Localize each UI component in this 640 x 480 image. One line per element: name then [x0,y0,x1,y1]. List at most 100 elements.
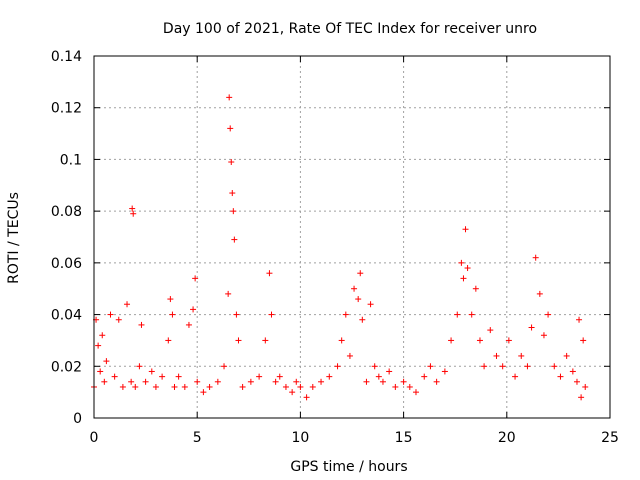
data-point-marker [185,321,192,328]
data-point-marker [476,337,483,344]
y-tick-label: 0.02 [51,359,82,375]
data-point-marker [229,190,236,197]
data-point-marker [400,378,407,385]
data-point-marker [266,270,273,277]
data-point-marker [124,301,131,308]
x-tick-label: 0 [90,430,99,446]
data-point-marker [326,373,333,380]
x-tick-label: 10 [291,430,309,446]
data-point-marker [580,337,587,344]
data-point-marker [111,373,118,380]
data-point-marker [129,205,136,212]
data-point-marker [386,368,393,375]
data-point-marker [297,383,304,390]
data-point-marker [95,342,102,349]
data-point-marker [462,226,469,233]
data-point-marker [427,363,434,370]
data-point-marker [171,383,178,390]
data-point-marker [107,311,114,318]
x-tick-label: 15 [395,430,413,446]
data-point-marker [499,363,506,370]
data-point-marker [230,208,237,215]
data-point-marker [132,383,139,390]
data-point-marker [375,373,382,380]
data-point-marker [227,125,234,132]
data-point-marker [460,275,467,282]
data-point-marker [524,363,531,370]
data-point-marker [582,383,589,390]
data-point-marker [557,373,564,380]
data-point-marker [569,368,576,375]
data-point-marker [512,373,519,380]
data-point-marker [181,383,188,390]
data-point-marker [551,363,558,370]
data-point-marker [448,337,455,344]
data-point-marker [148,368,155,375]
data-point-marker [194,378,201,385]
data-point-marker [342,311,349,318]
data-point-marker [481,363,488,370]
data-point-marker [226,94,233,101]
data-point-marker [200,389,207,396]
x-tick-label: 5 [193,430,202,446]
data-point-marker [318,378,325,385]
data-point-marker [563,352,570,359]
chart-title: Day 100 of 2021, Rate Of TEC Index for r… [163,21,537,37]
data-point-marker [228,159,235,166]
data-point-marker [136,363,143,370]
data-point-marker [225,290,232,297]
data-point-marker [309,383,316,390]
data-point-marker [493,352,500,359]
data-point-marker [214,378,221,385]
data-point-marker [152,383,159,390]
data-point-marker [412,389,419,396]
data-point-marker [464,265,471,272]
data-point-marker [518,352,525,359]
data-point-marker [99,332,106,339]
data-point-marker [421,373,428,380]
x-tick-label: 25 [601,430,619,446]
data-point-marker [289,389,296,396]
data-point-marker [392,383,399,390]
data-point-marker [159,373,166,380]
data-point-marker [221,363,228,370]
data-point-marker [142,378,149,385]
y-tick-label: 0.06 [51,256,82,272]
data-point-marker [528,324,535,331]
data-point-marker [367,301,374,308]
y-tick-label: 0.08 [51,204,82,220]
data-point-marker [359,316,366,323]
data-point-marker [379,378,386,385]
data-point-marker [256,373,263,380]
data-point-marker [175,373,182,380]
data-point-marker [231,236,238,243]
data-point-marker [578,394,585,401]
data-point-marker [276,373,283,380]
data-point-marker [268,311,275,318]
x-tick-label: 20 [498,430,516,446]
data-point-marker [545,311,552,318]
data-point-marker [239,383,246,390]
data-point-marker [169,311,176,318]
data-point-marker [272,378,279,385]
data-point-marker [138,321,145,328]
data-point-marker [406,383,413,390]
y-tick-label: 0.1 [60,152,82,168]
data-point-marker [576,316,583,323]
data-point-marker [472,285,479,292]
data-point-marker [346,352,353,359]
data-point-marker [458,259,465,266]
data-point-marker [103,358,110,365]
data-point-marker [573,378,580,385]
data-point-marker [293,378,300,385]
grid-lines [94,56,610,418]
data-point-marker [101,378,108,385]
data-point-marker [468,311,475,318]
axis-tick-labels: 0 5 10 15 20 25 0 0.02 0.04 0.06 0.08 0.1 0.12 0.14 [51,49,619,446]
data-point-marker [505,337,512,344]
data-point-marker [454,311,461,318]
data-point-marker [532,254,539,261]
data-point-marker [433,378,440,385]
x-axis-label: GPS time / hours [290,459,407,475]
